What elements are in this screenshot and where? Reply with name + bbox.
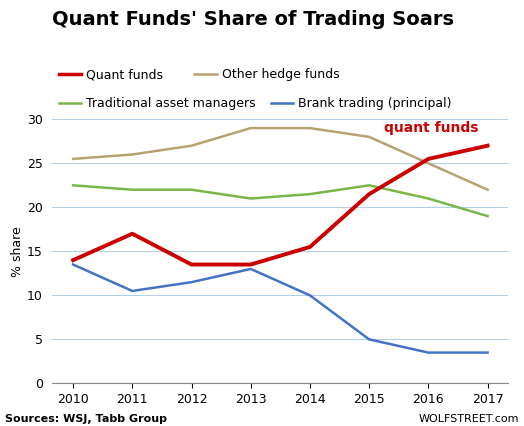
Text: WOLFSTREET.com: WOLFSTREET.com [418, 414, 519, 424]
Text: quant funds: quant funds [384, 121, 479, 135]
Text: Sources: WSJ, Tabb Group: Sources: WSJ, Tabb Group [5, 414, 167, 424]
Text: Quant Funds' Share of Trading Soars: Quant Funds' Share of Trading Soars [52, 10, 454, 29]
Legend: Traditional asset managers, Brank trading (principal): Traditional asset managers, Brank tradin… [59, 98, 452, 110]
Y-axis label: % share: % share [11, 226, 24, 277]
